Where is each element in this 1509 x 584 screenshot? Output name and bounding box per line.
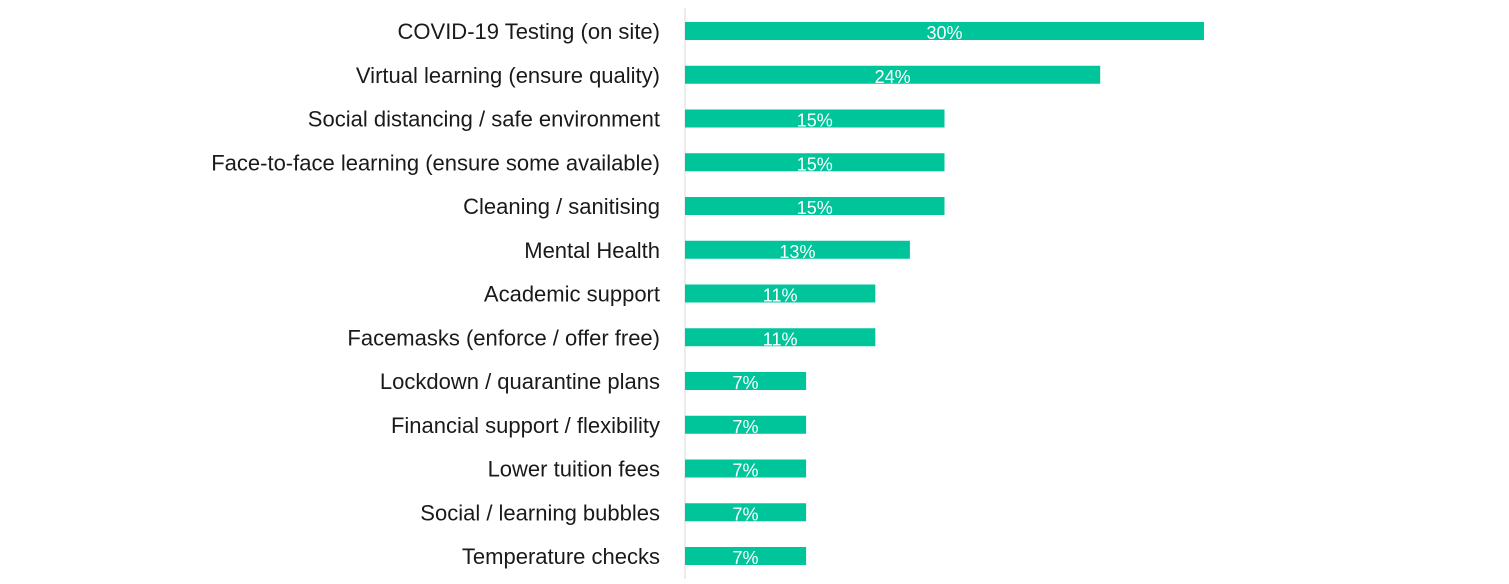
data-label: 15% (797, 198, 833, 218)
bar (685, 415, 807, 434)
data-label: 7% (733, 461, 759, 481)
bar (685, 240, 910, 259)
data-label: 7% (733, 504, 759, 524)
data-label: 7% (733, 417, 759, 437)
data-label: 24% (875, 67, 911, 87)
bar (685, 372, 807, 390)
category-label: Financial support / flexibility (391, 413, 660, 438)
data-labels: 30% 24% 15% 15% 15% 13% 11% 11% 7% 7% 7% 7% 7% (733, 23, 963, 568)
bar (685, 459, 807, 478)
data-label: 11% (763, 329, 798, 349)
category-label: Mental Health (524, 238, 660, 263)
data-label: 7% (733, 548, 759, 568)
bar (685, 65, 1101, 84)
category-label: Lockdown / quarantine plans (380, 369, 660, 394)
data-label: 15% (797, 154, 833, 174)
data-label: 15% (797, 111, 833, 131)
category-label: Social / learning bubbles (420, 500, 660, 525)
bar (685, 284, 876, 303)
category-label: Virtual learning (ensure quality) (356, 63, 660, 88)
category-label: Temperature checks (462, 544, 660, 569)
bar (685, 109, 945, 128)
category-labels: COVID-19 Testing (on site) Virtual learni… (211, 19, 660, 569)
category-label: COVID-19 Testing (on site) (398, 19, 660, 44)
category-label: Academic support (484, 282, 660, 307)
category-label: Cleaning / sanitising (463, 194, 660, 219)
bar (685, 503, 807, 522)
category-label: Lower tuition fees (488, 457, 660, 482)
bars (685, 22, 1204, 565)
bar (685, 547, 807, 565)
data-label: 11% (763, 286, 798, 306)
category-label: Facemasks (enforce / offer free) (347, 325, 660, 350)
data-label: 7% (733, 373, 759, 393)
bar (685, 328, 876, 347)
bar (685, 153, 945, 172)
bar (685, 22, 1204, 40)
category-label: Social distancing / safe environment (308, 107, 660, 132)
data-label: 13% (779, 242, 815, 262)
data-label: 30% (926, 23, 962, 43)
category-label: Face-to-face learning (ensure some avail… (211, 150, 660, 175)
bar (685, 197, 945, 215)
